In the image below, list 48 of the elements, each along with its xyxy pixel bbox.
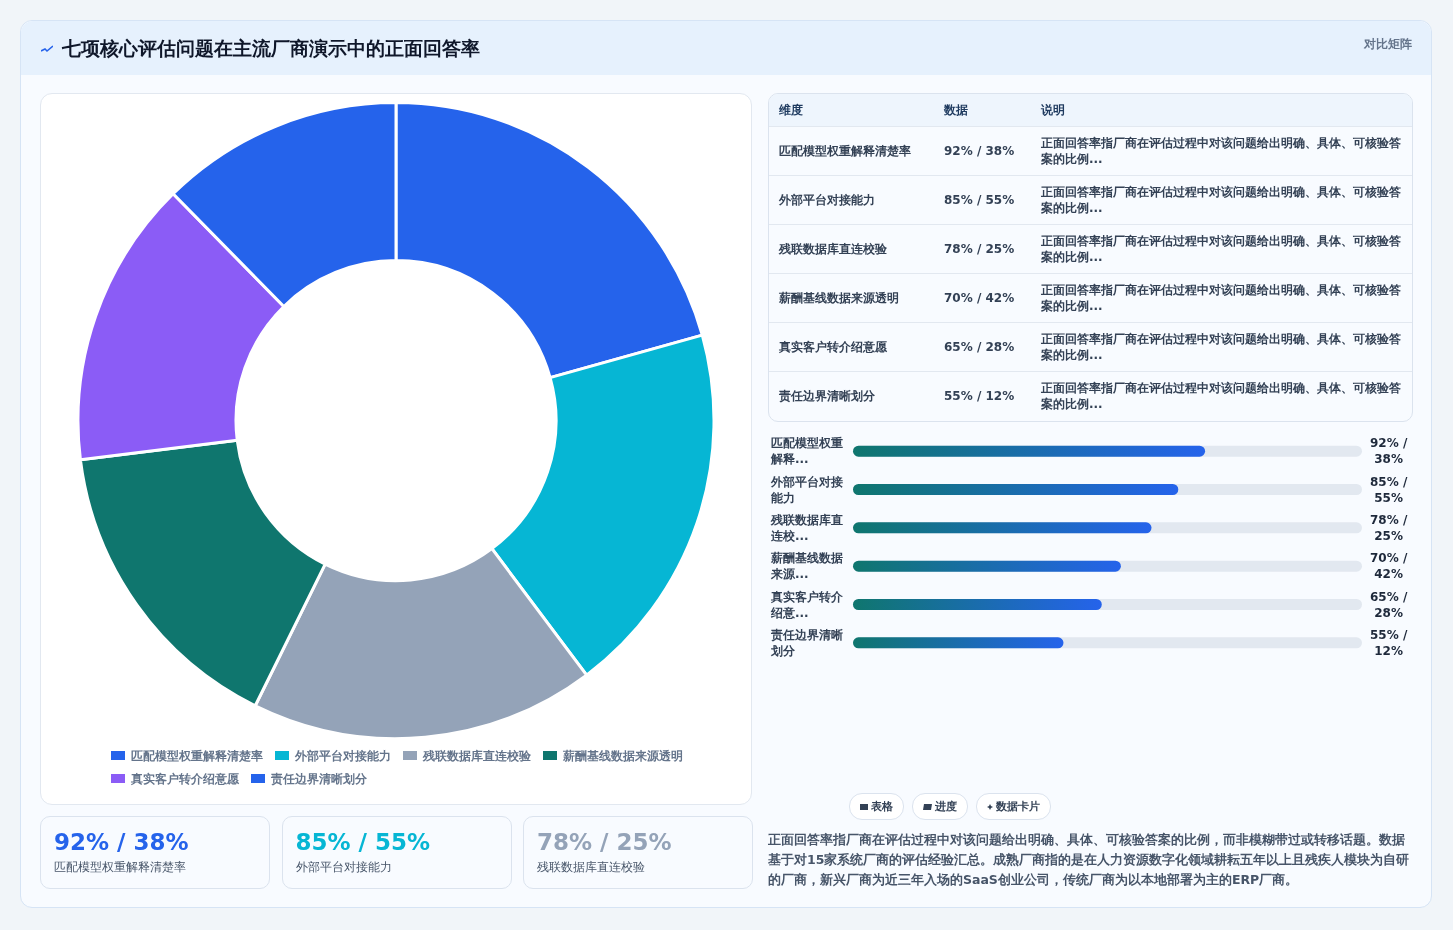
text: 正面回答率指厂商在评估过程中对该问题给出明确、具体、可核验答案的比例... [1040,281,1402,315]
text: 残联数据库直连校验 [537,859,646,876]
legend-label: 真实客户转介绍意愿 [130,771,240,786]
text: 正面回答率指厂商在评估过程中对该问题给出明确、具体、可核验答案的比例，而非模糊带过或转移话题。数据基于对15家系统厂商的评估经验汇总。成熟厂商指的是在人力资源数字化领域耕耘五年以上且残疾人模块为自研的厂商，新兴厂商为近三年入场的SaaS创业公司，传统厂商为以本地部署为主的ERP厂商。 [768,831,1411,889]
category-label: 责任边界清晰划分 [771,627,843,658]
text: 进度 [912,793,968,820]
text: 92% / 38% [944,143,1015,158]
category-label: 残联数据库直连校... [771,512,843,543]
text: 65% / 28% [944,339,1015,354]
text: 78% / 25% [944,241,1015,256]
legend-label: 匹配模型权重解释清楚率 [131,748,263,763]
category-label: 真实客户转介绍意... [771,589,843,620]
category-label: 78% / 25% [537,828,673,857]
category-label: 匹配模型权重解释清楚率 [778,142,912,160]
text: 正面回答率指厂商在评估过程中对该问题给出明确、具体、可核验答案的比例... [1040,232,1402,266]
text: 正面回答率指厂商在评估过程中对该问题给出明确、具体、可核验答案的比例... [1040,134,1402,168]
data-label: 70% / 42% [1370,551,1408,582]
legend-label: 薪酬基线数据来源透明 [562,748,683,763]
text: 正面回答率指厂商在评估过程中对该问题给出明确、具体、可核验答案的比例... [1040,183,1402,217]
data-label: 92% / 38% [1370,436,1408,467]
text: 对比矩阵 [1364,36,1412,53]
category-label: 92% / 38% [54,828,190,857]
text: 正面回答率指厂商在评估过程中对该问题给出明确、具体、可核验答案的比例... [1040,379,1402,413]
data-label: 55% / 12% [1370,627,1408,658]
category-label: 真实客户转介绍意愿 [778,338,888,356]
data-label: 85% / 55% [1370,474,1408,505]
data-label: 65% / 28% [1370,589,1408,620]
category-label: 责任边界清晰划分 [778,387,876,405]
category-label: 85% / 55% [295,828,432,857]
category-label: 匹配模型权重解释... [771,436,843,467]
text: 55% / 12% [944,388,1015,403]
text: 85% / 55% [944,192,1015,207]
category-label: 薪酬基线数据来源透明 [778,289,900,307]
legend-label: 残联数据库直连校验 [422,748,532,763]
data-label: 78% / 25% [1370,512,1408,543]
chart-title: 七项核心评估问题在主流厂商演示中的正面回答率 [62,36,480,61]
text: 表格 [849,793,904,820]
text: 外部平台对接能力 [295,859,393,876]
text: 70% / 42% [944,290,1015,305]
text: 数据卡片 [976,793,1051,820]
text: 匹配模型权重解释清楚率 [54,859,187,876]
category-label: 外部平台对接能力 [778,191,876,209]
text: 正面回答率指厂商在评估过程中对该问题给出明确、具体、可核验答案的比例... [1040,330,1402,364]
category-label: 薪酬基线数据来源... [771,551,843,582]
legend-label: 外部平台对接能力 [294,748,391,763]
category-label: 残联数据库直连校验 [777,240,888,258]
category-label: 外部平台对接能力 [771,474,843,505]
legend-label: 责任边界清晰划分 [270,771,368,786]
